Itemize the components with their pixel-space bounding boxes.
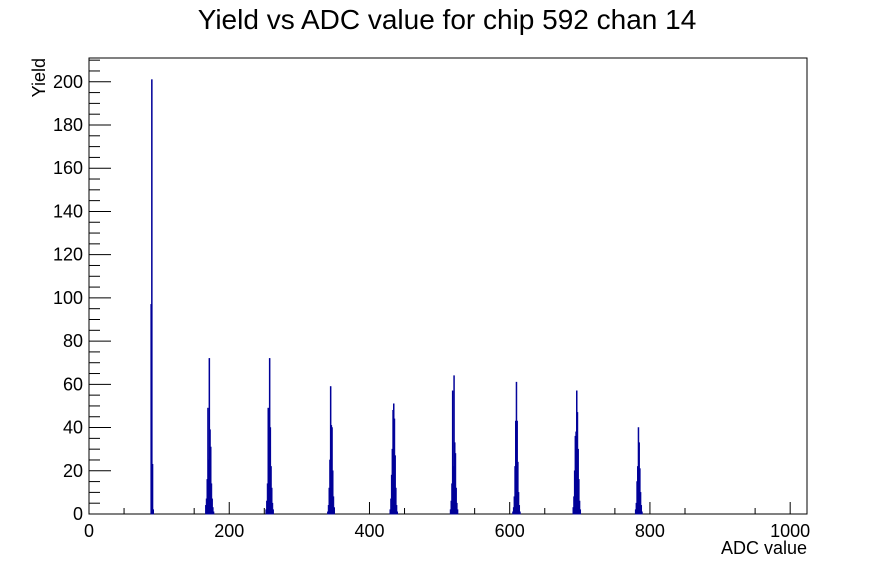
histogram-bar [272, 509, 274, 515]
histogram-bar [151, 463, 154, 515]
histogram-bar [151, 79, 153, 515]
y-tick-label: 0 [73, 504, 83, 524]
y-tick-label: 140 [53, 201, 83, 221]
histogram-bar [333, 507, 335, 515]
y-axis-label: Yield [29, 58, 49, 97]
y-tick-label: 160 [53, 158, 83, 178]
x-axis-label: ADC value [721, 538, 807, 558]
x-tick-label: 400 [354, 521, 384, 541]
y-tick-label: 20 [63, 461, 83, 481]
x-tick-label: 600 [495, 521, 525, 541]
y-tick-label: 200 [53, 72, 83, 92]
plot-frame [88, 57, 808, 515]
y-tick-label: 100 [53, 288, 83, 308]
histogram-bar [152, 509, 155, 515]
histogram-bar [641, 511, 643, 515]
x-tick-label: 800 [635, 521, 665, 541]
y-tick-label: 60 [63, 374, 83, 394]
histogram-bar [212, 511, 215, 515]
histogram-bar [456, 509, 459, 515]
histogram-bar [519, 511, 521, 515]
histogram-bars [150, 79, 643, 515]
chart-title: Yield vs ADC value for chip 592 chan 14 [198, 4, 697, 35]
x-tick-label: 1000 [770, 521, 810, 541]
x-tick-label: 0 [84, 521, 94, 541]
y-tick-label: 40 [63, 418, 83, 438]
axis-ticks [88, 59, 791, 515]
histogram-bar [579, 509, 582, 515]
tick-labels: 0 200 400 600 800 1000 0 20 40 60 80 100 120 140 160 18… [53, 72, 810, 541]
histogram-bar [396, 511, 399, 515]
y-tick-label: 120 [53, 245, 83, 265]
y-tick-label: 180 [53, 115, 83, 135]
y-tick-label: 80 [63, 331, 83, 351]
x-tick-label: 200 [214, 521, 244, 541]
